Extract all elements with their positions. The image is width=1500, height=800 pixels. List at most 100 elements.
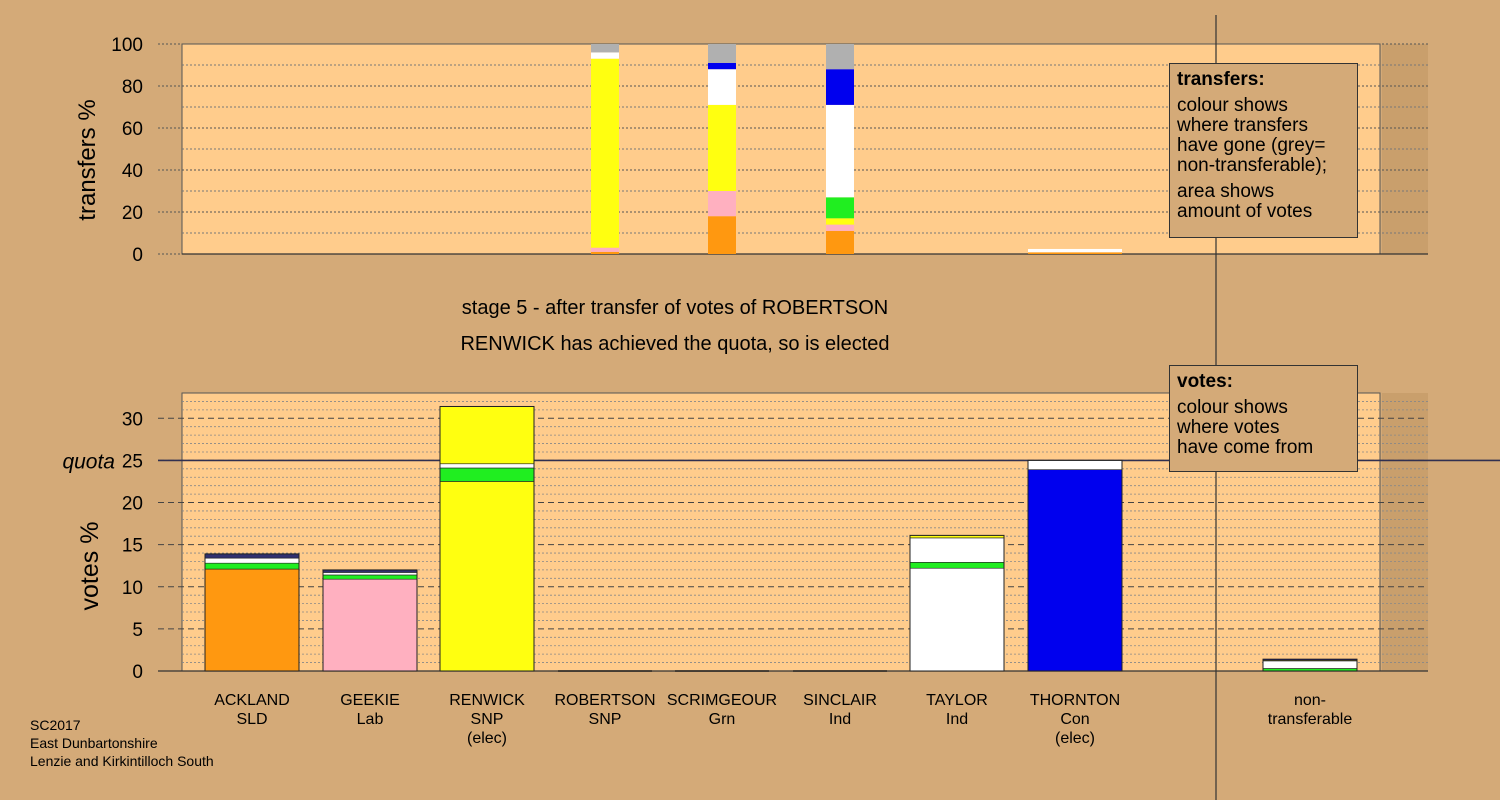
transfer-segment-NT (708, 44, 736, 63)
transfer-segment-NT (826, 44, 854, 70)
transfer-segment-Con (708, 62, 736, 70)
transfer-segment-SLD (591, 251, 619, 254)
candidate-name-label: TAYLOR (926, 692, 988, 709)
transfers-y-tick-label: 60 (122, 119, 143, 140)
transfers-y-tick-label: 100 (111, 35, 143, 56)
quota-label: quota (62, 450, 115, 473)
votes-y-tick-label: 5 (132, 620, 143, 641)
votes-legend-line: have come from (1177, 437, 1314, 458)
vote-segment-Ind (439, 463, 535, 469)
vote-segment-Ind (909, 567, 1005, 672)
vote-segment-Ind (1027, 460, 1123, 470)
votes-y-tick-label: 15 (122, 536, 143, 557)
vote-segment-Grn (322, 574, 418, 580)
transfers-legend-title: transfers: (1177, 69, 1265, 90)
candidate-name-label: ROBERTSON (554, 692, 655, 709)
transfers-legend-line: have gone (grey= (1177, 135, 1326, 156)
vote-bar-outline (204, 553, 300, 672)
vote-segment-SNP (439, 481, 535, 672)
transfer-segment-SNP (826, 218, 854, 225)
vote-bar-outline (1262, 658, 1358, 672)
vote-segment-Ind (909, 537, 1005, 563)
vote-segment-Ind (204, 557, 300, 564)
transfer-segment-Con (826, 69, 854, 105)
transfers-legend-line: amount of votes (1177, 201, 1313, 222)
candidate-party-label: Ind (829, 711, 851, 728)
candidate-elected-label: (elec) (467, 730, 507, 747)
vote-bar-outline (439, 405, 535, 672)
transfers-legend-line: colour shows (1177, 95, 1288, 116)
transfer-segment-Lab (591, 247, 619, 252)
votes-legend-para1: colour shows where votes have come from (1177, 398, 1350, 458)
vote-segment-Lab (322, 578, 418, 672)
transfers-legend-line: non-transferable); (1177, 155, 1327, 176)
votes-legend-line: where votes (1177, 417, 1280, 438)
transfers-y-tick-label: 0 (132, 245, 143, 266)
transfers-y-tick-label: 20 (122, 203, 143, 224)
candidate-party-label: transferable (1268, 711, 1353, 728)
vote-bar-outline (322, 569, 418, 672)
candidate-name-label: SINCLAIR (803, 692, 877, 709)
transfer-segment-Lab (826, 224, 854, 231)
transfers-legend: transfers: colour shows where transfers … (1169, 63, 1358, 238)
candidate-name-label: GEEKIE (340, 692, 400, 709)
transfer-segment-SLD (708, 216, 736, 254)
transfer-segment-SLD (826, 230, 854, 254)
votes-y-tick-label: 20 (122, 494, 143, 515)
transfer-segment-Ind (591, 52, 619, 59)
stage-title: stage 5 - after transfer of votes of ROB… (461, 297, 889, 319)
transfer-segment-Grn (826, 197, 854, 219)
transfer-segment-Ind (708, 69, 736, 105)
transfers-legend-para2: area shows amount of votes (1177, 182, 1350, 222)
transfers-legend-line: where transfers (1177, 115, 1308, 136)
transfer-segment-SLD (1028, 252, 1122, 254)
transfers-y-axis-label: transfers % (74, 99, 101, 220)
vote-segment-SNP (439, 406, 535, 465)
transfer-segment-Ind (1028, 248, 1122, 253)
transfer-segment-SNP (708, 104, 736, 191)
votes-legend-title: votes: (1177, 371, 1233, 392)
vote-bar-outline (909, 534, 1005, 672)
vote-segment-Grn (204, 562, 300, 570)
transfer-segment-NT (591, 44, 619, 53)
candidate-party-label: Con (1060, 711, 1089, 728)
candidate-party-label: SNP (589, 711, 622, 728)
vote-segment-Con (1027, 469, 1123, 672)
footer-line: Lenzie and Kirkintilloch South (30, 753, 214, 769)
vote-segment-Ind (322, 572, 418, 576)
candidate-name-label: ACKLAND (214, 692, 290, 709)
vote-segment-Ind (1262, 660, 1358, 669)
transfers-plot-margin (1382, 44, 1428, 254)
footer-line: SC2017 (30, 717, 81, 733)
votes-y-tick-label: 30 (122, 409, 143, 430)
transfer-segment-SNP (591, 58, 619, 248)
votes-y-tick-label: 25 (122, 451, 143, 472)
footer-line: East Dunbartonshire (30, 735, 158, 751)
footer: SC2017 East Dunbartonshire Lenzie and Ki… (30, 716, 214, 770)
candidate-name-label: THORNTON (1030, 692, 1120, 709)
votes-legend-line: colour shows (1177, 397, 1288, 418)
votes-y-tick-label: 10 (122, 578, 143, 599)
vote-bar-outline (1027, 459, 1123, 672)
votes-y-axis-label: votes % (76, 522, 104, 611)
transfers-y-tick-label: 40 (122, 161, 143, 182)
candidate-party-label: SNP (471, 711, 504, 728)
candidate-party-label: Lab (357, 711, 384, 728)
stage-subtitle: RENWICK has achieved the quota, so is el… (460, 333, 890, 355)
votes-legend: votes: colour shows where votes have com… (1169, 365, 1358, 472)
vote-segment-Grn (909, 562, 1005, 569)
votes-plot-margin (1382, 393, 1428, 671)
candidate-name-label: non- (1294, 692, 1326, 709)
vote-segment-Oth (204, 553, 300, 559)
transfers-legend-line: area shows (1177, 181, 1275, 202)
transfers-y-tick-label: 80 (122, 77, 143, 98)
vote-segment-SLD (204, 568, 300, 672)
vote-segment-Grn (439, 467, 535, 482)
candidate-name-label: SCRIMGEOUR (667, 692, 777, 709)
candidate-party-label: Grn (709, 711, 736, 728)
candidate-party-label: Ind (946, 711, 968, 728)
transfers-legend-para1: colour shows where transfers have gone (… (1177, 96, 1350, 176)
transfer-segment-Lab (708, 191, 736, 217)
votes-y-tick-label: 0 (132, 662, 143, 683)
